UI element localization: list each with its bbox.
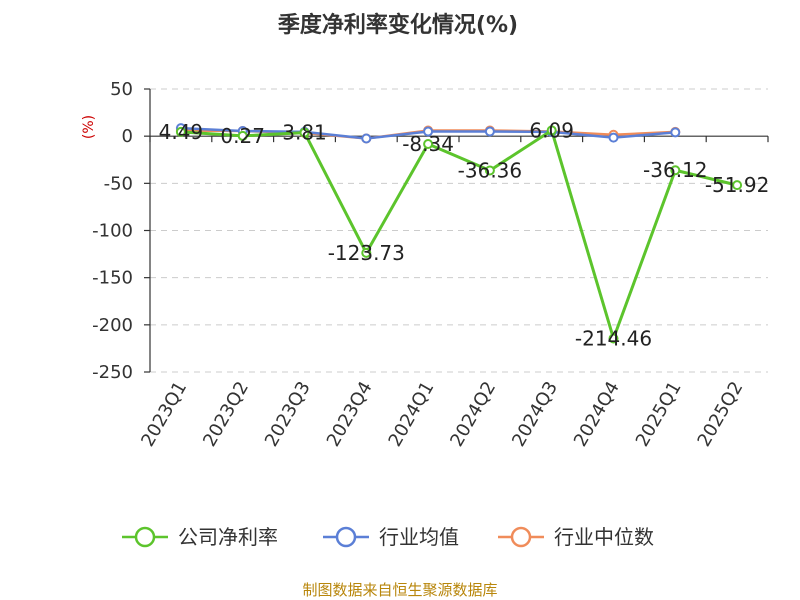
data-label: -123.73 xyxy=(328,241,405,265)
gridlines xyxy=(150,88,768,373)
x-tick-label: 2024Q4 xyxy=(570,378,624,450)
series-point-1 xyxy=(732,180,743,191)
legend-item-1[interactable]: 公司净利率 xyxy=(122,525,278,549)
series-point-1 xyxy=(546,125,557,136)
legend[interactable]: 公司净利率 行业均值 行业中位数 xyxy=(122,525,654,549)
x-tick-label: 2023Q1 xyxy=(137,378,191,450)
y-tick-label: 50 xyxy=(110,79,133,100)
data-label: 0.27 xyxy=(220,124,265,148)
data-label: 4.49 xyxy=(159,120,204,144)
x-tick-label: 2023Q4 xyxy=(323,378,377,450)
series-point-1 xyxy=(237,130,248,141)
series-point-1 xyxy=(299,127,310,138)
legend-item-3[interactable]: 行业中位数 xyxy=(498,525,654,549)
x-tick-label: 2024Q2 xyxy=(446,378,500,450)
y-tick-label: -100 xyxy=(92,221,133,242)
series-point-1 xyxy=(670,165,681,176)
y-tick-label: -250 xyxy=(92,362,133,383)
y-axis-unit: (%) xyxy=(81,115,97,139)
series-point-1 xyxy=(423,139,434,150)
footer-source: 制图数据来自恒生聚源数据库 xyxy=(302,581,497,599)
series-point-1 xyxy=(608,333,619,344)
series-point-1 xyxy=(484,165,495,176)
data-label: -214.46 xyxy=(575,326,652,350)
series-point-2 xyxy=(670,127,681,138)
x-tick-label: 2024Q1 xyxy=(385,378,439,450)
series-point-2 xyxy=(608,132,619,143)
data-label: -36.36 xyxy=(458,158,522,182)
data-labels: 4.49 0.27 3.81 -123.73 -8.34-36.36 6.09 -214.4… xyxy=(159,118,770,350)
series-point-1 xyxy=(175,126,186,137)
legend-label: 公司净利率 xyxy=(178,525,278,549)
series-point-2 xyxy=(423,126,434,137)
legend-marker xyxy=(134,526,156,548)
data-label: -8.34 xyxy=(402,132,454,156)
x-tick-label: 2025Q2 xyxy=(694,378,748,450)
legend-label: 行业中位数 xyxy=(554,525,654,549)
data-label: -51.92 xyxy=(705,173,769,197)
series-point-2 xyxy=(484,126,495,137)
series-line-1 xyxy=(180,128,738,340)
y-tick-label: -50 xyxy=(104,173,133,194)
chart-title: 季度净利率变化情况(%) xyxy=(278,12,518,38)
x-tick-label: 2025Q1 xyxy=(632,378,686,450)
data-label: -36.12 xyxy=(643,158,707,182)
series-point-1 xyxy=(361,247,372,258)
series-point-2 xyxy=(361,133,372,144)
legend-item-2[interactable]: 行业均值 xyxy=(323,525,459,549)
x-tick-label: 2024Q3 xyxy=(508,378,562,450)
y-tick-label: -200 xyxy=(92,315,133,336)
x-tick-label: 2023Q3 xyxy=(261,378,315,450)
data-label: 3.81 xyxy=(282,121,327,145)
y-tick-label: -150 xyxy=(92,268,133,289)
legend-marker xyxy=(335,526,357,548)
legend-marker xyxy=(510,526,532,548)
data-label: 6.09 xyxy=(529,118,574,142)
legend-label: 行业均值 xyxy=(379,525,459,549)
x-tick-label: 2023Q2 xyxy=(199,378,253,450)
y-tick-label: 0 xyxy=(122,126,133,147)
series-layer xyxy=(175,123,743,344)
